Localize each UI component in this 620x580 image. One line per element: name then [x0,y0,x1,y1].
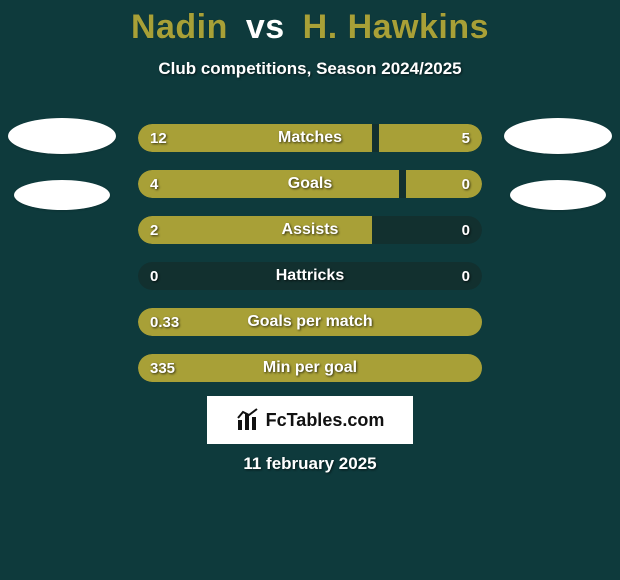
player1-name: Nadin [131,8,228,46]
stat-bars: Matches125Goals40Assists20Hattricks00Goa… [138,124,482,382]
stat-row: Hattricks0 0 [138,262,482,290]
subtitle: Club competitions, Season 2024/2025 [0,59,620,79]
bar-value-right: 0 [462,216,470,244]
vs-text: vs [246,8,285,46]
comparison-card: Nadin vs H. Hawkins Club competitions, S… [0,0,620,580]
bar-value-left: 12 [150,124,167,152]
avatar [14,180,110,210]
bar-value-left: 0 [150,262,158,290]
bar-label: Goals [138,170,482,198]
player2-name: H. Hawkins [303,8,489,46]
stat-row: Assists2 0 [138,216,482,244]
bar-label: Assists [138,216,482,244]
bar-value-left: 335 [150,354,175,382]
page-title: Nadin vs H. Hawkins [0,0,620,47]
stat-row: Goals per match0.33 [138,308,482,336]
logo-box: FcTables.com [207,396,413,444]
bar-value-left: 4 [150,170,158,198]
date-text: 11 february 2025 [0,454,620,474]
avatar-col-right [504,118,612,210]
stat-row: Matches12 5 [138,124,482,152]
bar-value-right: 0 [462,262,470,290]
bar-label: Matches [138,124,482,152]
bar-label: Hattricks [138,262,482,290]
chart-icon [236,408,260,432]
bar-value-right: 0 [462,170,470,198]
logo-text: FcTables.com [266,410,385,431]
stat-row: Goals4 0 [138,170,482,198]
bar-label: Goals per match [138,308,482,336]
avatar [8,118,116,154]
bar-value-right: 5 [462,124,470,152]
bar-label: Min per goal [138,354,482,382]
avatar [504,118,612,154]
avatar [510,180,606,210]
bar-value-left: 0.33 [150,308,179,336]
stat-row: Min per goal335 [138,354,482,382]
bar-value-left: 2 [150,216,158,244]
avatar-col-left [8,118,116,210]
